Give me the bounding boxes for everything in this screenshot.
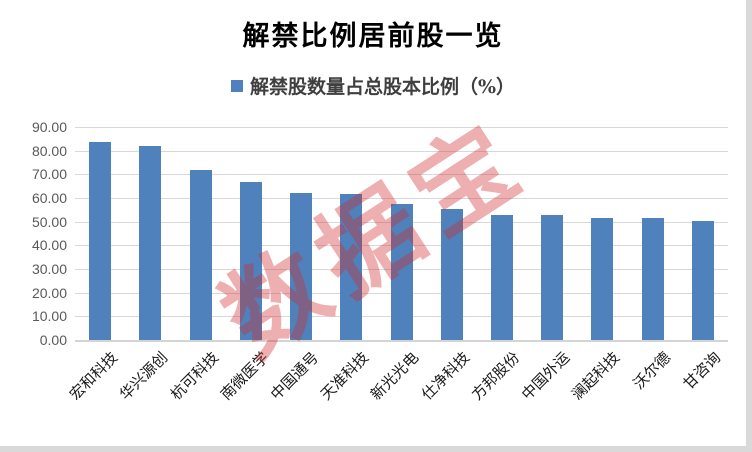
- y-tick-label: 10.00: [31, 308, 67, 325]
- plot-area: [75, 127, 728, 342]
- bar-新光光电: [390, 203, 413, 340]
- x-category-label: 甘咨询: [679, 348, 725, 393]
- bar-仕净科技: [440, 208, 463, 340]
- x-category-label: 杭可科技: [166, 348, 222, 404]
- legend-label: 解禁股数量占总股本比例（%）: [249, 76, 516, 98]
- x-category-label: 华兴源创: [116, 348, 172, 404]
- bar-中国通号: [290, 193, 313, 340]
- bar-宏和科技: [89, 141, 112, 340]
- y-tick-label: 80.00: [31, 142, 67, 159]
- bar-方邦股份: [490, 214, 513, 340]
- y-tick-label: 40.00: [31, 237, 67, 254]
- y-tick-label: 20.00: [31, 284, 67, 301]
- x-axis-line: [75, 340, 728, 342]
- bar-沃尔德: [641, 218, 664, 340]
- chart-title: 解禁比例居前股一览: [242, 21, 504, 52]
- legend-marker-icon: [230, 79, 243, 92]
- x-category-label: 中国外运: [518, 348, 574, 404]
- y-tick-label: 60.00: [31, 190, 67, 206]
- gridline: [75, 174, 728, 176]
- gridline: [75, 198, 728, 199]
- x-category-label: 仕净科技: [417, 348, 473, 404]
- legend: 解禁股数量占总股本比例（%）: [0, 72, 746, 99]
- x-category-label: 新光光电: [367, 348, 423, 404]
- bar-甘咨询: [691, 220, 714, 340]
- chart-canvas: 解禁比例居前股一览 解禁股数量占总股本比例（%） 90.00 80.00 70.00…: [0, 0, 746, 446]
- x-category-label: 宏和科技: [66, 348, 122, 404]
- bar-华兴源创: [139, 146, 162, 340]
- x-category-label: 天准科技: [317, 348, 373, 404]
- y-tick-label: 0.00: [39, 332, 67, 348]
- bar-澜起科技: [591, 217, 614, 340]
- bar-天准科技: [340, 194, 363, 340]
- y-tick-label: 90.00: [31, 119, 67, 135]
- gridline: [75, 150, 728, 152]
- bar-南微医学: [239, 182, 262, 340]
- y-tick-label: 70.00: [31, 166, 67, 183]
- x-category-label: 澜起科技: [568, 348, 624, 404]
- x-category-label: 沃尔德: [629, 348, 674, 393]
- bar-杭可科技: [189, 170, 212, 340]
- y-tick-label: 50.00: [31, 213, 67, 230]
- x-category-label: 方邦股份: [467, 348, 524, 404]
- y-tick-label: 30.00: [31, 261, 67, 277]
- bar-中国外运: [541, 215, 564, 340]
- x-category-label: 中国通号: [267, 348, 323, 404]
- gridline: [75, 127, 728, 128]
- x-category-label: 南微医学: [216, 348, 272, 404]
